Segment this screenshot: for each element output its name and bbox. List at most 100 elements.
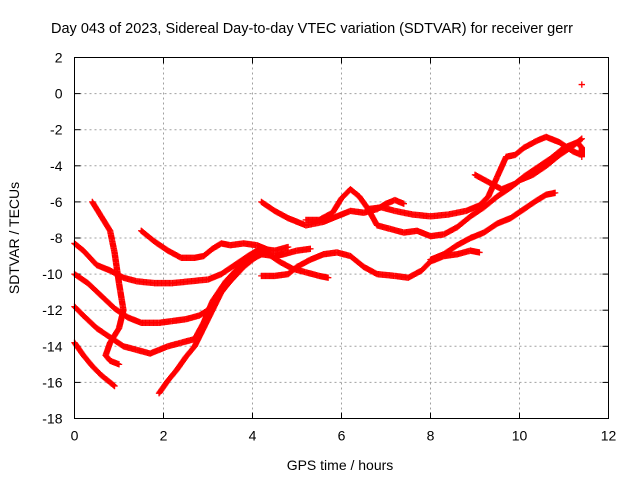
data-point — [529, 163, 549, 179]
data-point — [164, 339, 184, 350]
data-point — [293, 257, 313, 271]
data-point — [440, 224, 460, 238]
y-tick-label: -4 — [50, 158, 63, 174]
data-point — [418, 259, 433, 274]
data-point — [316, 210, 335, 224]
data-point — [507, 206, 527, 222]
x-tick-label: 12 — [601, 428, 617, 444]
data-point — [293, 245, 314, 254]
data-point — [511, 145, 527, 159]
data-point — [253, 242, 274, 254]
y-axis-label: SDTVAR / TECUs — [6, 182, 22, 294]
y-tick-label: -8 — [50, 230, 63, 246]
data-point — [578, 144, 585, 160]
data-point — [333, 208, 353, 220]
data-point — [391, 207, 415, 218]
data-point — [191, 326, 207, 350]
data-point — [405, 267, 424, 281]
data-point — [106, 357, 123, 368]
data-point — [93, 261, 113, 274]
data-point — [218, 271, 238, 296]
data-point — [258, 198, 277, 214]
data-point — [164, 247, 184, 261]
data-point — [338, 186, 353, 202]
data-point — [111, 249, 123, 285]
data-point — [494, 215, 513, 227]
y-tick-label: 0 — [55, 86, 63, 102]
data-point — [360, 263, 380, 277]
data-point — [164, 367, 180, 384]
data-point — [178, 336, 197, 346]
data-point — [574, 139, 585, 151]
y-tick-label: -2 — [50, 122, 63, 138]
x-tick-labels: 0 2 4 6 8 10 12 — [71, 428, 617, 444]
data-point — [373, 222, 393, 232]
series-track-6 — [138, 227, 274, 262]
data-point — [534, 192, 549, 204]
data-point — [333, 249, 353, 259]
y-tick-label: 2 — [55, 50, 63, 66]
y-tick-label: -16 — [42, 374, 62, 390]
data-point — [302, 269, 322, 279]
data-point — [454, 235, 473, 249]
data-point — [80, 352, 95, 369]
data-point — [280, 247, 299, 258]
data-point — [316, 272, 332, 281]
y-tick-label: -12 — [42, 302, 62, 318]
series-track-4 — [71, 339, 118, 390]
data-point — [498, 181, 518, 193]
data-point — [106, 227, 118, 255]
grid-lines — [74, 57, 609, 419]
data-point — [89, 198, 104, 219]
data-point — [80, 247, 100, 268]
data-point — [209, 290, 224, 314]
data-point — [440, 242, 460, 258]
data-point — [244, 251, 264, 265]
data-point — [543, 152, 562, 169]
data-point — [124, 314, 144, 326]
data-point — [138, 227, 157, 244]
data-point — [467, 229, 486, 242]
data-point — [329, 196, 345, 216]
data-point — [173, 354, 189, 373]
x-tick-label: 4 — [249, 428, 257, 444]
data-point — [373, 270, 397, 279]
y-tick-label: -14 — [42, 338, 62, 354]
data-point — [480, 221, 500, 236]
data-point — [98, 292, 117, 311]
data-point — [182, 312, 201, 323]
data-point — [98, 371, 113, 385]
data-point — [454, 247, 473, 258]
data-point — [284, 214, 308, 229]
data-point — [347, 186, 362, 199]
data-point — [115, 279, 127, 313]
x-tick-label: 6 — [338, 428, 346, 444]
data-point — [347, 252, 366, 270]
data-point — [413, 227, 433, 239]
series-track-13 — [471, 139, 585, 193]
data-point — [476, 194, 491, 209]
data-point — [106, 379, 118, 390]
data-point — [200, 246, 215, 260]
x-tick-label: 2 — [160, 428, 168, 444]
x-tick-label: 10 — [512, 428, 528, 444]
data-point — [120, 274, 139, 285]
data-point — [409, 211, 433, 220]
data-point — [445, 208, 468, 218]
data-point — [378, 204, 397, 214]
data-point — [240, 240, 259, 249]
data-point — [467, 247, 483, 256]
series-track-10 — [302, 135, 585, 240]
series-outlier — [578, 81, 585, 88]
data-point — [520, 137, 540, 151]
data-point — [284, 264, 300, 278]
data-point — [520, 197, 540, 213]
data-point — [387, 225, 406, 236]
data-point — [578, 81, 585, 88]
data-point — [534, 156, 553, 171]
data-point — [231, 259, 251, 278]
x-tick-label: 0 — [71, 428, 79, 444]
data-point — [89, 362, 104, 378]
data-point — [427, 251, 446, 263]
